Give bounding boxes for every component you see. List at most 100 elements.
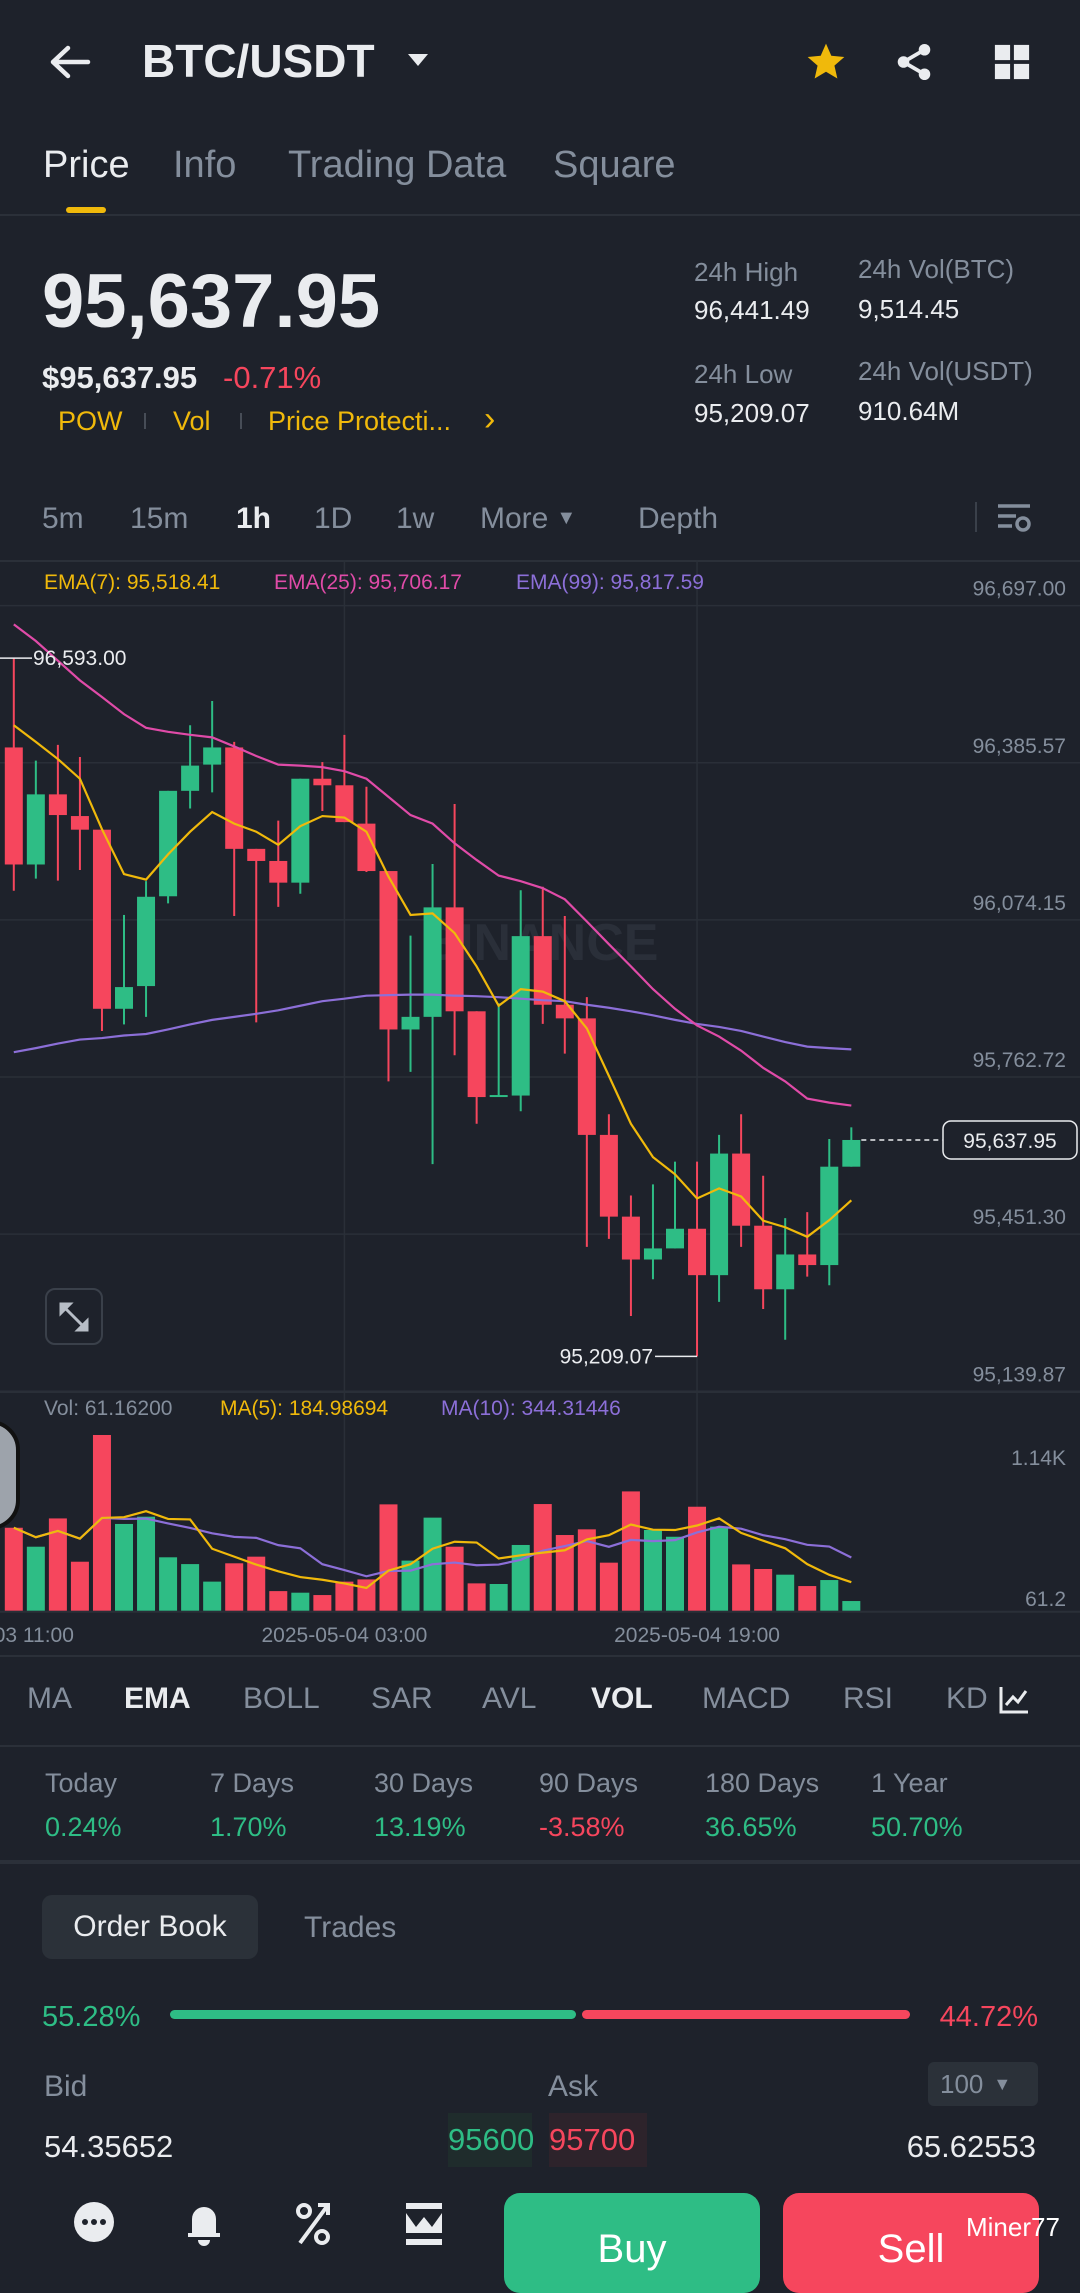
tab-square[interactable]: Square (553, 144, 676, 186)
grid-icon[interactable] (988, 38, 1036, 86)
pair-title[interactable]: BTC/USDT (142, 35, 375, 87)
high-marker-label: 96,593.00 (33, 647, 126, 670)
volume-bar (555, 1535, 574, 1611)
ratio-bar-bid (170, 2010, 577, 2019)
expand-icon (59, 1302, 89, 1331)
performance-label: 1 Year (871, 1768, 948, 1798)
percent-icon[interactable] (292, 2200, 336, 2248)
share-icon[interactable] (890, 38, 938, 86)
performance-label: 30 Days (374, 1768, 474, 1798)
indicator-tab-avl[interactable]: AVL (482, 1682, 537, 1715)
volume-bar (688, 1506, 707, 1611)
tag-pow[interactable]: POW (58, 406, 123, 436)
price-axis-label: 95,762.72 (973, 1049, 1066, 1072)
low-marker-label: 95,209.07 (560, 1345, 653, 1368)
performance-value: 50.70% (871, 1812, 963, 1842)
candle-up (181, 765, 200, 791)
tab-trades[interactable]: Trades (304, 1911, 397, 1944)
candle-up (115, 987, 133, 1009)
volume-bar (26, 1546, 45, 1611)
timeframe-15m[interactable]: 15m (130, 502, 189, 535)
volume-bar (181, 1564, 200, 1611)
stat-24h-low-value: 95,209.07 (694, 398, 810, 428)
ask-price[interactable]: 95700 (549, 2113, 647, 2167)
timeframe-1w[interactable]: 1w (396, 502, 435, 535)
performance-value: 1.70% (210, 1812, 287, 1842)
volume-axis-label: 61.2 (1025, 1588, 1066, 1611)
indicator-tab-sar[interactable]: SAR (371, 1682, 433, 1715)
tag-price-protection[interactable]: Price Protecti... (268, 406, 452, 436)
price-axis-label: 95,139.87 (973, 1363, 1066, 1386)
volume-bar (577, 1529, 596, 1611)
price-axis-label: 96,385.57 (973, 735, 1066, 758)
overlay-watermark: Miner77 (966, 2212, 1060, 2242)
tab-price[interactable]: Price (43, 144, 130, 186)
indicator-tab-vol[interactable]: VOL (591, 1682, 653, 1715)
performance-label: Today (45, 1768, 118, 1798)
current-price-label: 95,637.95 (963, 1130, 1056, 1153)
volume-bar (467, 1583, 486, 1611)
indicator-tab-ma[interactable]: MA (27, 1682, 72, 1715)
time-axis-label: 2025-05-04 03:00 (261, 1624, 427, 1647)
indicator-tab-rsi[interactable]: RSI (843, 1682, 894, 1715)
volume-bar (225, 1563, 244, 1611)
usd-price: $95,637.95 (42, 360, 198, 395)
candle-down (754, 1225, 773, 1290)
candle-up (511, 936, 530, 1096)
active-tab-indicator (66, 207, 106, 213)
indicator-tab-ema[interactable]: EMA (124, 1682, 191, 1715)
legend-ma5: MA(5): 184.98694 (220, 1397, 389, 1420)
legend-ema25: EMA(25): 95,706.17 (274, 571, 462, 594)
indicator-tab-macd[interactable]: MACD (702, 1682, 791, 1715)
bid-price[interactable]: 95600 (448, 2113, 534, 2167)
ask-label: Ask (548, 2070, 599, 2103)
timeframe-1d[interactable]: 1D (314, 502, 353, 535)
bid-ratio: 55.28% (42, 2001, 141, 2033)
candle-up (643, 1248, 662, 1260)
price-axis-label: 95,451.30 (973, 1206, 1066, 1229)
timeframe-more[interactable]: More ▼ (480, 502, 576, 536)
candle-up (710, 1153, 729, 1276)
performance-value: 36.65% (705, 1812, 797, 1842)
dropdown-caret-icon[interactable] (404, 50, 432, 70)
candle-up (203, 747, 222, 765)
tag-vol[interactable]: Vol (173, 406, 211, 436)
volume-bar (776, 1574, 795, 1611)
buy-button[interactable]: Buy (504, 2193, 760, 2293)
timeframe-depth[interactable]: Depth (638, 502, 719, 535)
chart-settings-icon[interactable] (992, 498, 1036, 538)
performance-value: 13.19% (374, 1812, 466, 1842)
tab-order-book[interactable]: Order Book (42, 1895, 258, 1959)
star-icon[interactable] (802, 38, 850, 86)
candle-down (445, 907, 464, 1012)
sell-button[interactable]: Sell (783, 2193, 1039, 2293)
indicator-tab-boll[interactable]: BOLL (243, 1682, 320, 1715)
volume-bar (115, 1523, 133, 1611)
volume-bar (710, 1526, 729, 1611)
indicator-tab-kd[interactable]: KD (946, 1682, 988, 1715)
indicator-tabs: MA EMA BOLL SAR AVL VOL MACD RSI KD (0, 1680, 1080, 1720)
timeframe-5m[interactable]: 5m (42, 502, 84, 535)
bell-icon[interactable] (182, 2200, 226, 2248)
more-icon[interactable] (72, 2200, 116, 2244)
tab-info[interactable]: Info (173, 144, 237, 186)
volume-ma5-line (13, 1510, 852, 1590)
back-arrow-icon[interactable] (44, 38, 96, 86)
volume-bar (732, 1564, 751, 1611)
candle-down (269, 860, 288, 883)
toolbar-separator (975, 502, 977, 532)
depth-select[interactable]: 100 ▼ (928, 2062, 1038, 2106)
volume-bar (599, 1562, 618, 1611)
candle-down (4, 747, 23, 865)
candle-down (357, 823, 376, 872)
candlestick-chart[interactable]: 96,697.00 96,385.57 96,074.15 95,762.72 95,4… (0, 560, 1080, 1660)
fullscreen-button[interactable] (45, 1288, 103, 1345)
volume-bar (48, 1518, 67, 1611)
legend-ma10: MA(10): 344.31446 (441, 1397, 621, 1420)
tab-trading-data[interactable]: Trading Data (288, 144, 507, 186)
tag-separator (240, 413, 242, 429)
trading-bot-icon[interactable] (402, 2200, 446, 2248)
indicator-settings-icon[interactable] (994, 1682, 1034, 1718)
timeframe-1h[interactable]: 1h (236, 502, 272, 535)
chevron-right-icon[interactable]: › (484, 400, 496, 438)
